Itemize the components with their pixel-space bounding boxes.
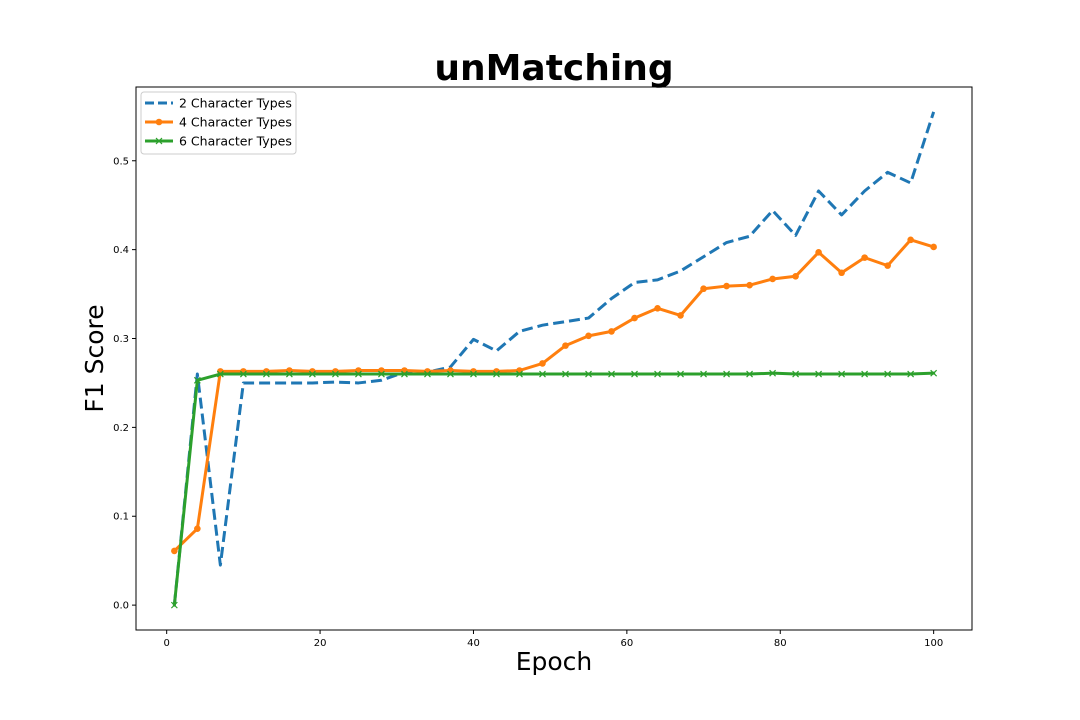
plot-frame xyxy=(135,86,973,631)
series-point xyxy=(861,254,868,261)
legend-entry: 4 Character Types xyxy=(145,115,292,130)
series-point xyxy=(746,370,754,378)
series-point xyxy=(930,369,938,377)
series-point xyxy=(539,360,546,367)
x-axis-label: Epoch xyxy=(516,647,593,676)
series-point xyxy=(700,285,707,293)
series-point xyxy=(769,369,777,377)
series-point xyxy=(539,370,546,378)
x-tick-label: 100 xyxy=(924,638,943,649)
series-line-2 xyxy=(172,238,936,553)
legend-label: 2 Character Types xyxy=(179,96,292,111)
series-point xyxy=(424,370,431,378)
series-point xyxy=(838,370,846,378)
series-point xyxy=(239,370,247,378)
series-point xyxy=(723,370,730,378)
series-point xyxy=(470,370,477,378)
series-point xyxy=(608,370,615,378)
legend: 2 Character Types 4 Character Types 6 Char… xyxy=(140,91,297,155)
series-point xyxy=(285,370,293,378)
series-point xyxy=(171,547,178,555)
legend-marker xyxy=(155,118,163,126)
series-point xyxy=(654,370,661,378)
legend-entry: 2 Character Types xyxy=(145,96,292,111)
series-point xyxy=(631,370,638,378)
y-tick-label: 0.4 xyxy=(113,245,129,256)
chart-title: unMatching xyxy=(434,48,673,89)
x-tick-label: 40 xyxy=(467,638,480,649)
legend-marker xyxy=(155,137,163,145)
series-point xyxy=(516,370,523,378)
series-point xyxy=(585,370,592,378)
series-point xyxy=(562,370,569,378)
series-point xyxy=(815,370,823,378)
series-point xyxy=(700,370,707,378)
series-point xyxy=(447,370,454,378)
x-axis: 0 20 40 60 80 100 xyxy=(163,630,943,649)
series-point xyxy=(677,370,684,378)
series-line-1 xyxy=(172,111,936,606)
plot-area: 0 20 40 60 80 100 0.0 0.1 0.2 0.3 0.4 0.5 xyxy=(113,86,973,649)
series-point xyxy=(193,376,201,384)
y-tick-label: 0.2 xyxy=(113,423,129,434)
y-tick-label: 0.5 xyxy=(113,156,129,167)
y-tick-label: 0.1 xyxy=(113,512,129,523)
series-point xyxy=(907,370,915,378)
series-point xyxy=(562,342,569,349)
legend-box xyxy=(140,91,297,155)
legend-label: 6 Character Types xyxy=(179,134,292,149)
series-point xyxy=(308,370,316,378)
series-point xyxy=(585,332,592,340)
series-point xyxy=(331,370,339,378)
x-tick-label: 0 xyxy=(163,638,169,649)
series-point xyxy=(654,304,661,312)
series-point xyxy=(170,601,178,609)
series-point xyxy=(493,370,500,378)
series-point xyxy=(216,370,224,378)
series-point xyxy=(608,328,615,335)
series-point xyxy=(401,370,408,378)
series-point xyxy=(354,370,362,378)
y-axis-label: F1 Score xyxy=(80,304,109,412)
series-point xyxy=(838,269,845,277)
legend-entry: 6 Character Types xyxy=(145,134,292,149)
series-point xyxy=(769,275,776,283)
series-point xyxy=(792,272,799,280)
y-tick-label: 0.0 xyxy=(113,601,129,612)
x-tick-label: 60 xyxy=(620,638,633,649)
series-point xyxy=(631,314,638,322)
series-layer xyxy=(170,111,938,609)
legend-label: 4 Character Types xyxy=(179,115,292,130)
series-point xyxy=(884,370,892,378)
series-point xyxy=(930,243,937,251)
series-point xyxy=(861,370,869,378)
series-line-3 xyxy=(172,371,936,607)
y-axis: 0.0 0.1 0.2 0.3 0.4 0.5 xyxy=(113,156,136,612)
series-point xyxy=(262,370,270,378)
series-point xyxy=(378,370,385,378)
series-point xyxy=(815,248,822,256)
series-point xyxy=(792,370,800,378)
series-point xyxy=(884,262,891,269)
series-point xyxy=(907,236,914,244)
series-point xyxy=(746,281,753,289)
series-point xyxy=(723,282,730,290)
series-point xyxy=(677,312,684,319)
x-tick-label: 20 xyxy=(314,638,327,649)
y-tick-label: 0.3 xyxy=(113,334,129,345)
series-point xyxy=(194,525,201,532)
x-tick-label: 80 xyxy=(774,638,787,649)
